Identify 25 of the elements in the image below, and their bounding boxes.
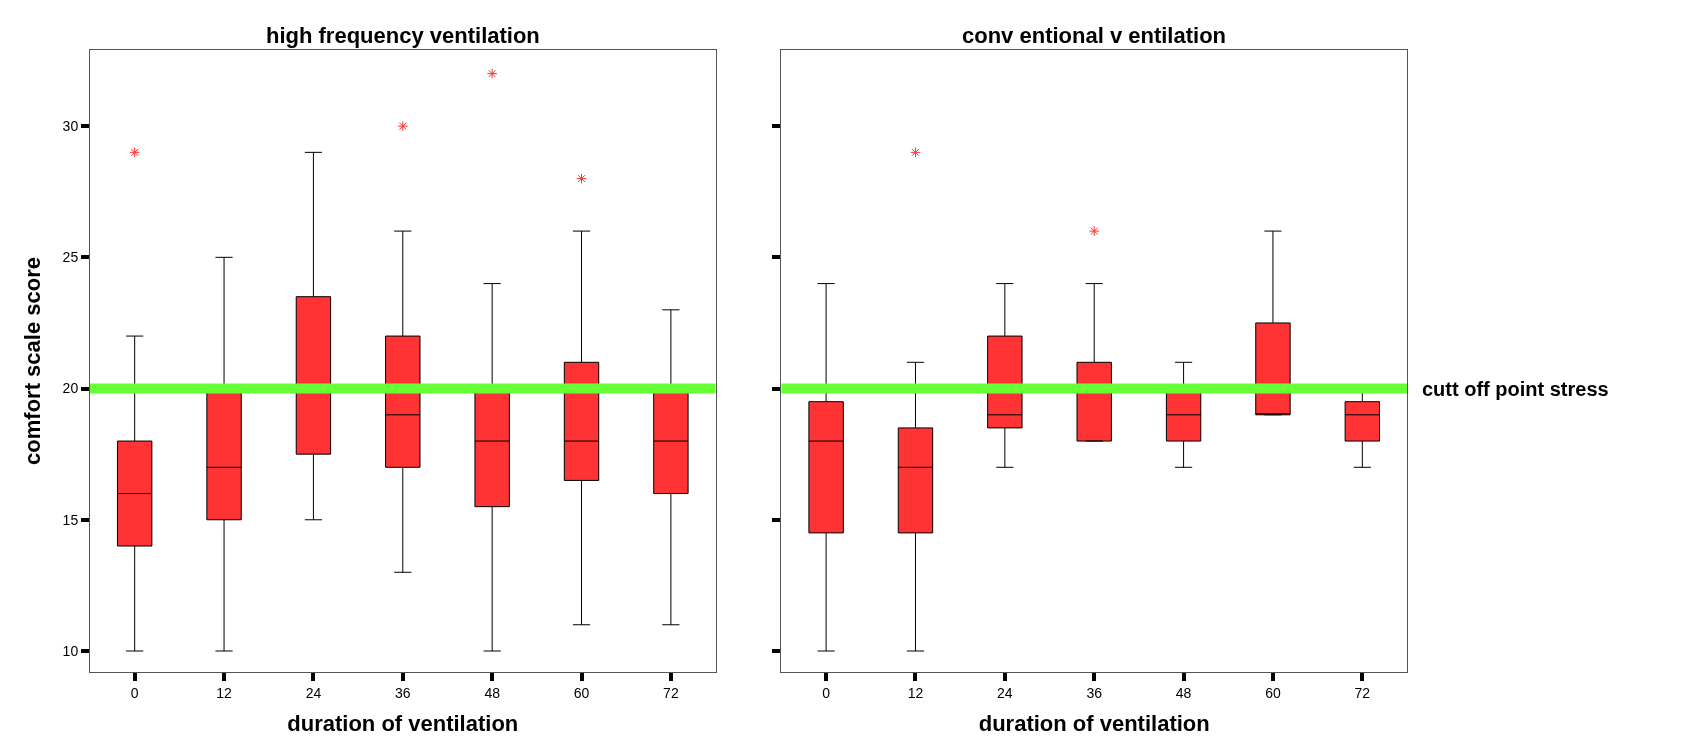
x-tick-label: 0 (822, 684, 831, 701)
x-tick-label: 36 (1086, 684, 1103, 701)
x-tick-label: 72 (663, 684, 679, 701)
x-tick-label: 60 (573, 684, 590, 701)
x-tick-label: 24 (305, 684, 322, 701)
y-tick-label: 20 (62, 380, 79, 397)
x-tick-label: 24 (997, 684, 1013, 701)
chart-title: high frequency ventilation (266, 23, 540, 48)
x-tick-label: 48 (484, 684, 501, 701)
x-tick-label: 12 (907, 684, 924, 701)
x-axis-title: duration of ventilation (287, 710, 519, 736)
y-tick-label: 30 (62, 118, 79, 135)
y-tick-label: 15 (62, 511, 79, 528)
ref-line-label: cutt off point stress (1422, 378, 1609, 400)
x-tick-label: 72 (1354, 684, 1371, 701)
chart-title: conv entional v entilation (962, 23, 1227, 48)
x-axis-title: duration of ventilation (978, 710, 1210, 736)
x-tick-label: 0 (130, 684, 139, 701)
x-tick-label: 60 (1265, 684, 1281, 701)
y-tick-label: 25 (62, 249, 79, 266)
y-axis-title: comfort scale score (20, 257, 46, 465)
x-tick-label: 48 (1175, 684, 1192, 701)
y-tick-label: 10 (62, 642, 79, 659)
x-tick-label: 36 (395, 684, 411, 701)
x-tick-label: 12 (216, 684, 233, 701)
